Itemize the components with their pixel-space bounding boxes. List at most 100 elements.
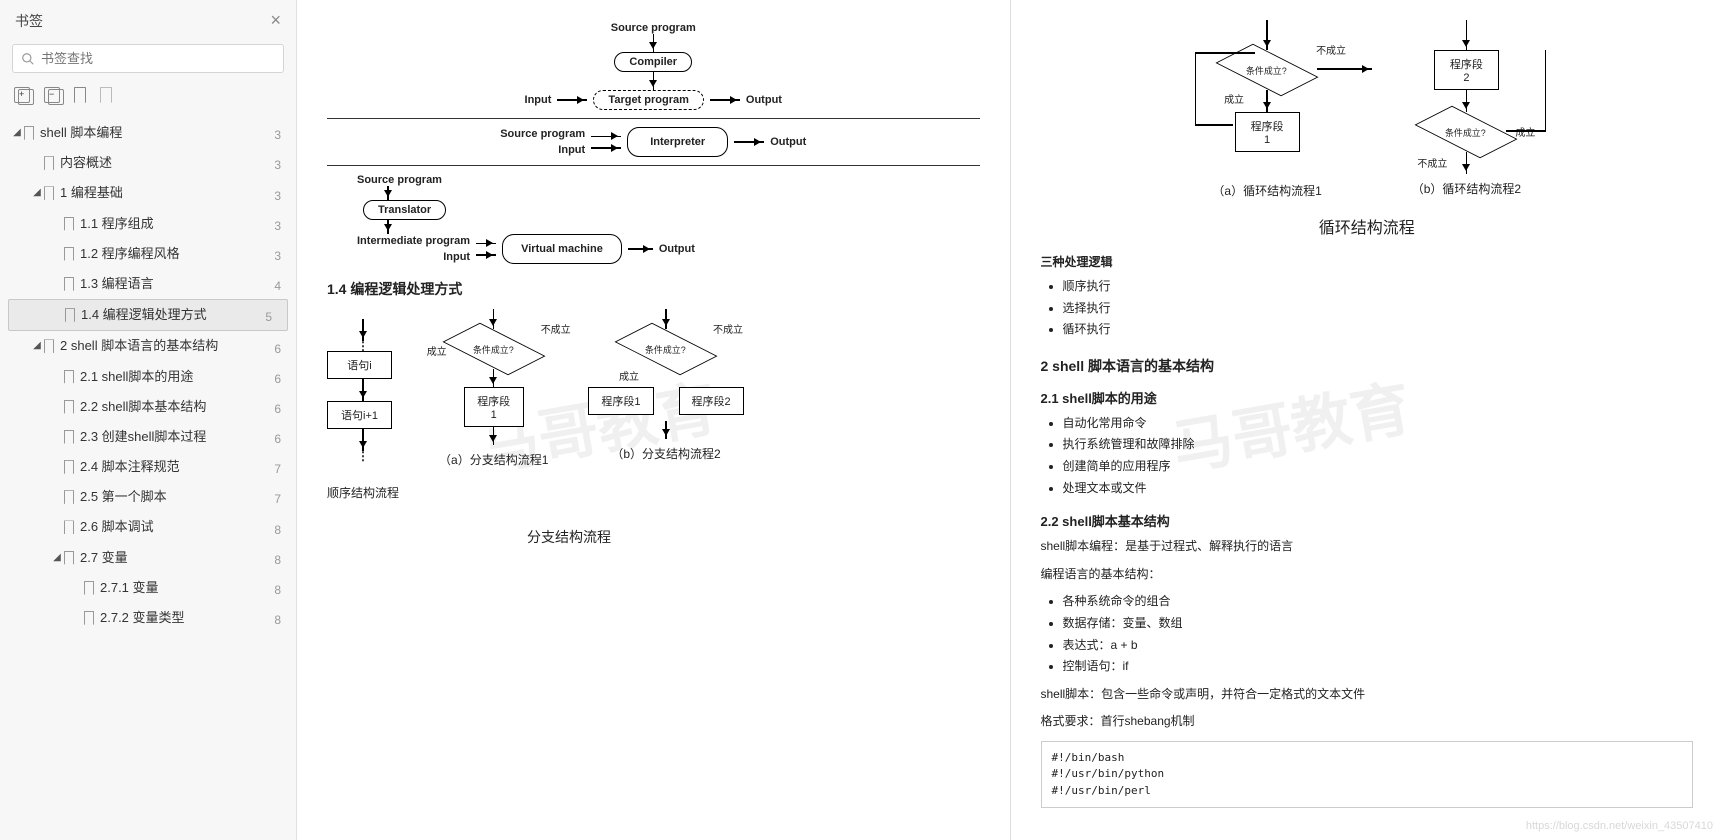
collapse-all-icon[interactable]: − bbox=[44, 87, 60, 103]
node: 程序段1 bbox=[588, 387, 653, 415]
page-number: 8 bbox=[274, 523, 281, 537]
text: Output bbox=[770, 136, 806, 148]
bookmark-item[interactable]: 2.3 创建shell脚本过程6 bbox=[0, 422, 296, 452]
node: Virtual machine bbox=[502, 234, 622, 264]
bookmark-item[interactable]: ◢ shell 脚本编程 3 bbox=[0, 118, 296, 148]
paragraph: 编程语言的基本结构： bbox=[1041, 564, 1694, 586]
bookmark-label: 2.6 脚本调试 bbox=[80, 518, 269, 536]
bookmark-item[interactable]: 1.2 程序编程风格3 bbox=[0, 239, 296, 269]
caption: （b）分支结构流程2 bbox=[588, 445, 743, 462]
list: 顺序执行选择执行循环执行 bbox=[1041, 276, 1694, 341]
bookmark-icon bbox=[44, 186, 54, 200]
bookmark-item[interactable]: 2.1 shell脚本的用途6 bbox=[0, 362, 296, 392]
text: Input bbox=[525, 94, 552, 106]
bookmark-item[interactable]: 1.1 程序组成3 bbox=[0, 209, 296, 239]
sidebar-title: 书签 bbox=[15, 11, 43, 31]
bookmark-icon bbox=[24, 126, 34, 140]
bookmark-label: shell 脚本编程 bbox=[40, 124, 269, 142]
bookmark-icon bbox=[64, 430, 74, 444]
bookmark-label: 2.7.2 变量类型 bbox=[100, 609, 269, 627]
bookmark-icon bbox=[64, 520, 74, 534]
bookmark-icon[interactable] bbox=[74, 87, 86, 103]
page-number: 4 bbox=[274, 279, 281, 293]
bookmark-label: 2.1 shell脚本的用途 bbox=[80, 368, 269, 386]
bookmark-outline-icon[interactable] bbox=[100, 87, 112, 103]
node: 程序段1 bbox=[1235, 112, 1300, 152]
section-heading: 1.4 编程逻辑处理方式 bbox=[327, 279, 980, 299]
bookmark-icon bbox=[84, 581, 94, 595]
list-item: 顺序执行 bbox=[1063, 276, 1694, 298]
list-item: 自动化常用命令 bbox=[1063, 413, 1694, 435]
list-item: 执行系统管理和故障排除 bbox=[1063, 434, 1694, 456]
bookmark-label: 2.7 变量 bbox=[80, 549, 269, 567]
bookmark-label: 2.2 shell脚本基本结构 bbox=[80, 398, 269, 416]
bookmark-icon bbox=[44, 339, 54, 353]
expand-arrow-icon[interactable]: ◢ bbox=[32, 340, 42, 351]
source-url: https://blog.csdn.net/weixin_43507410 bbox=[1526, 820, 1713, 832]
page-number: 6 bbox=[274, 402, 281, 416]
subsection-heading: 2.2 shell脚本基本结构 bbox=[1041, 511, 1694, 530]
bookmark-icon bbox=[64, 217, 74, 231]
expand-arrow-icon[interactable]: ◢ bbox=[52, 552, 62, 563]
bookmark-item[interactable]: 2.7.1 变量8 bbox=[0, 573, 296, 603]
bookmark-tree[interactable]: ◢shell 脚本编程3内容概述3◢1 编程基础31.1 程序组成31.2 程序… bbox=[0, 113, 296, 840]
search-box[interactable] bbox=[12, 44, 284, 73]
bookmark-item[interactable]: ◢ 2.7 变量 8 bbox=[0, 543, 296, 573]
search-input[interactable] bbox=[41, 51, 275, 66]
node: 语句i bbox=[327, 351, 392, 379]
text: Source program bbox=[500, 128, 585, 140]
code-block: #!/bin/bash#!/usr/bin/python#!/usr/bin/p… bbox=[1041, 741, 1694, 809]
expand-all-icon[interactable]: + bbox=[14, 87, 30, 103]
node: 程序段2 bbox=[679, 387, 744, 415]
bookmark-item[interactable]: 2.2 shell脚本基本结构 6 bbox=[0, 392, 296, 422]
bookmark-item[interactable]: 2.6 脚本调试 8 bbox=[0, 512, 296, 542]
page-number: 8 bbox=[274, 553, 281, 567]
sidebar-header: 书签 × bbox=[0, 0, 296, 39]
caption: 循环结构流程 bbox=[1041, 214, 1694, 238]
page-number: 3 bbox=[274, 189, 281, 203]
bookmark-label: 1.2 程序编程风格 bbox=[80, 245, 269, 263]
expand-arrow-icon[interactable]: ◢ bbox=[32, 187, 42, 198]
section-heading: 2 shell 脚本语言的基本结构 bbox=[1041, 356, 1694, 376]
search-icon bbox=[21, 52, 35, 66]
page-number: 6 bbox=[274, 342, 281, 356]
paragraph: shell脚本编程：是基于过程式、解释执行的语言 bbox=[1041, 536, 1694, 558]
bookmark-label: 2 shell 脚本语言的基本结构 bbox=[60, 337, 269, 355]
bookmark-icon bbox=[64, 490, 74, 504]
node: Compiler bbox=[614, 52, 692, 72]
bookmark-item[interactable]: 1.3 编程语言4 bbox=[0, 269, 296, 299]
bookmark-label: 1.1 程序组成 bbox=[80, 215, 269, 233]
bookmark-item[interactable]: 2.7.2 变量类型8 bbox=[0, 603, 296, 633]
bookmark-label: 1 编程基础 bbox=[60, 184, 269, 202]
expand-arrow-icon[interactable]: ◢ bbox=[12, 127, 22, 138]
bookmark-item[interactable]: ◢ 1 编程基础 3 bbox=[0, 178, 296, 208]
bookmark-icon bbox=[64, 247, 74, 261]
text: Intermediate program bbox=[357, 235, 470, 247]
node: Target program bbox=[593, 90, 703, 110]
bookmark-icon bbox=[64, 460, 74, 474]
node: Translator bbox=[363, 200, 446, 220]
bookmark-item[interactable]: ◢ 2 shell 脚本语言的基本结构 6 bbox=[0, 331, 296, 361]
bookmark-item[interactable]: 内容概述3 bbox=[0, 148, 296, 178]
bookmark-item[interactable]: 2.4 脚本注释规范7 bbox=[0, 452, 296, 482]
node: 程序段2 bbox=[1434, 50, 1499, 90]
bookmark-label: 2.3 创建shell脚本过程 bbox=[80, 428, 269, 446]
list-item: 选择执行 bbox=[1063, 298, 1694, 320]
bookmark-label: 2.7.1 变量 bbox=[100, 579, 269, 597]
bookmark-sidebar: 书签 × + − ◢ shell 脚本编程 3 内容概述3 ◢ 1 编程基础 3 1.1 程序… bbox=[0, 0, 297, 840]
text: Input bbox=[500, 144, 585, 156]
close-icon[interactable]: × bbox=[270, 10, 281, 31]
text: Source program bbox=[611, 22, 696, 34]
page-number: 7 bbox=[274, 492, 281, 506]
caption: （a）分支结构流程1 bbox=[439, 451, 548, 468]
bookmark-icon bbox=[64, 370, 74, 384]
bookmark-item[interactable]: 2.5 第一个脚本7 bbox=[0, 482, 296, 512]
text: Source program bbox=[357, 174, 980, 186]
paragraph: shell脚本：包含一些命令或声明，并符合一定格式的文本文件 bbox=[1041, 684, 1694, 706]
bookmark-icon bbox=[84, 611, 94, 625]
bookmark-item[interactable]: 1.4 编程逻辑处理方式5 bbox=[8, 299, 288, 331]
paragraph: 格式要求：首行shebang机制 bbox=[1041, 711, 1694, 733]
list: 各种系统命令的组合数据存储：变量、数组表达式：a + b控制语句：if bbox=[1041, 591, 1694, 677]
list-item: 控制语句：if bbox=[1063, 656, 1694, 678]
page-number: 3 bbox=[274, 128, 281, 142]
